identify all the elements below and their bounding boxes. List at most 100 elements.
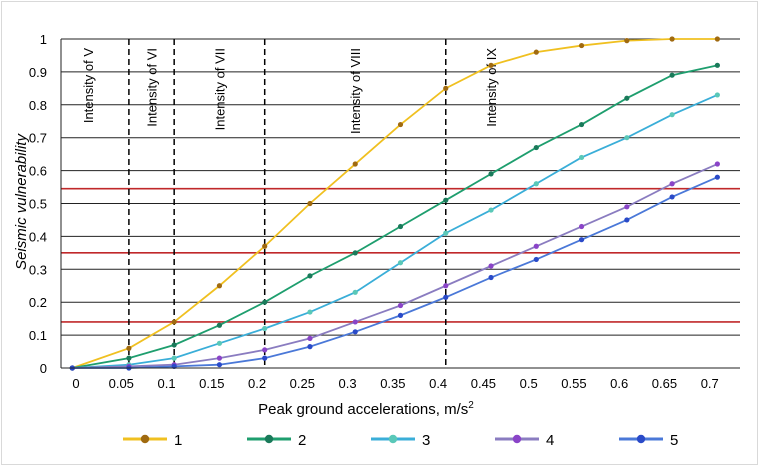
series-5-point <box>488 274 494 281</box>
series-2-point <box>216 322 223 328</box>
y-tick-label: 0.6 <box>29 164 47 179</box>
series-1-point <box>714 36 720 42</box>
series-3-point <box>443 230 449 236</box>
series-4-point <box>397 302 404 309</box>
series-1-point <box>669 36 675 42</box>
series-5-point <box>352 329 358 335</box>
x-tick-label: 0.1 <box>157 376 175 391</box>
series-5-point <box>307 344 313 350</box>
legend-label-5: 5 <box>670 432 678 449</box>
y-tick-label: 0.1 <box>29 328 47 343</box>
legend-marker-1 <box>140 434 150 444</box>
intensity-label-4: Intensity of IX <box>484 48 499 127</box>
y-tick-label: 0.2 <box>29 295 47 310</box>
series-3-point <box>397 260 404 266</box>
series-3-point <box>216 340 223 346</box>
x-axis-title: Peak ground accelerations, m/s2 <box>258 400 474 418</box>
series-2-point <box>533 144 539 151</box>
series-4-point <box>216 355 223 361</box>
x-tick-label: 0.15 <box>199 376 224 391</box>
x-tick-label: 0.55 <box>561 376 586 391</box>
series-3-point <box>533 181 539 187</box>
y-tick-label: 0.7 <box>29 131 47 146</box>
series-5-point <box>578 237 585 243</box>
intensity-label-2: Intensity of VII <box>212 48 227 130</box>
series-1-point <box>397 121 404 128</box>
series-1-point <box>352 161 358 167</box>
series-3-point <box>262 325 268 332</box>
series-3-point <box>669 112 675 118</box>
series-2-point <box>262 299 268 305</box>
series-2-point <box>488 171 494 177</box>
x-tick-label: 0.5 <box>520 376 538 391</box>
x-axis-title-superscript: 2 <box>468 400 474 411</box>
series-3-point <box>714 92 720 98</box>
series-4-point <box>578 223 585 230</box>
x-tick-label: 0.4 <box>429 376 447 391</box>
series-2-point <box>624 95 630 101</box>
x-tick-label: 0.3 <box>339 376 357 391</box>
y-tick-label: 1 <box>40 32 47 47</box>
series-5-point <box>443 294 449 300</box>
x-tick-label: 0.65 <box>652 376 677 391</box>
series-1-point <box>307 200 313 207</box>
x-tick-label: 0.6 <box>610 376 628 391</box>
y-tick-label: 0.5 <box>29 197 47 212</box>
series-2-point <box>714 62 720 68</box>
y-tick-label: 0.8 <box>29 98 47 113</box>
series-4-point <box>714 161 720 167</box>
series-1-point <box>262 243 268 249</box>
series-1-point <box>533 49 539 55</box>
intensity-label-1: Intensity of VI <box>145 48 160 127</box>
x-axis-title-text: Peak ground accelerations, m/s <box>258 401 468 418</box>
x-tick-label: 0.05 <box>109 376 134 391</box>
series-1-point <box>126 345 132 351</box>
series-3-point <box>578 154 585 161</box>
series-5-point <box>397 312 404 318</box>
series-4-point <box>624 204 630 210</box>
x-tick-label: 0.7 <box>701 376 719 391</box>
series-1-point <box>216 283 223 289</box>
series-5-point <box>669 194 675 200</box>
series-3-point <box>624 135 630 141</box>
series-1-point <box>624 38 630 44</box>
series-5-point <box>262 355 268 361</box>
series-2-point <box>669 72 675 78</box>
legend: 1 2 3 4 5 <box>123 432 678 449</box>
series-1-point <box>488 62 494 68</box>
legend-marker-5 <box>636 434 646 444</box>
x-tick-label: 0.2 <box>248 376 266 391</box>
series-5-point <box>714 174 720 180</box>
x-tick-label: 0 <box>72 376 79 391</box>
axes <box>60 39 740 369</box>
series-2-point <box>352 250 358 256</box>
series-3-point <box>352 289 358 295</box>
series-2-point <box>307 273 313 279</box>
series-4-point <box>669 181 675 187</box>
series-2-point <box>578 121 585 128</box>
grid-lines <box>61 38 740 369</box>
y-tick-label: 0.4 <box>29 229 47 244</box>
y-tick-label: 0 <box>40 361 47 376</box>
series-3-point <box>488 207 494 213</box>
series-4-point <box>262 347 268 353</box>
series-5-point <box>216 362 223 368</box>
series-3-point <box>171 355 177 361</box>
legend-label-3: 3 <box>422 432 430 449</box>
series-1-point <box>443 85 449 91</box>
series-3-line <box>72 94 718 369</box>
series-5-line <box>72 176 718 369</box>
series-1-point <box>578 42 585 49</box>
series-1-point <box>171 319 177 325</box>
series-2-point <box>397 223 404 230</box>
series-2-point <box>126 355 132 361</box>
x-tick-label: 0.35 <box>380 376 405 391</box>
series-5-point <box>624 217 630 223</box>
legend-marker-2 <box>264 434 274 444</box>
legend-label-1: 1 <box>174 432 182 449</box>
series-2-point <box>171 342 177 348</box>
series-4-point <box>533 243 539 249</box>
intensity-label-0: Intensity of V <box>81 48 96 123</box>
legend-marker-4 <box>512 434 522 444</box>
